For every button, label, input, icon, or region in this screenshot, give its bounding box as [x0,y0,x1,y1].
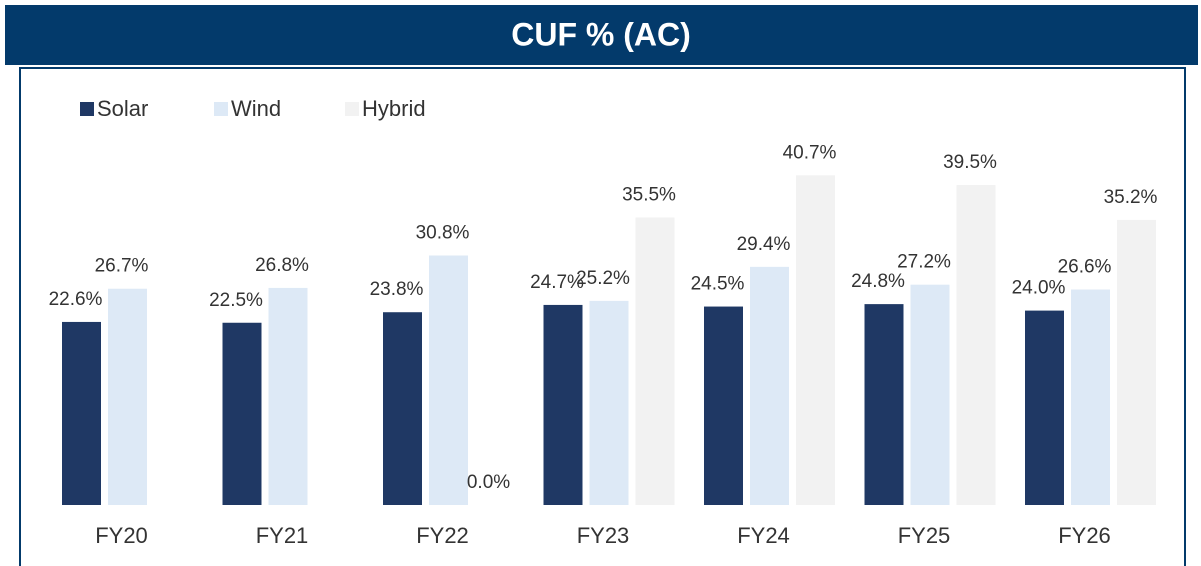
data-label: 35.5% [622,184,676,205]
data-label: 24.7% [530,272,584,293]
x-tick-label: FY26 [1058,523,1111,548]
data-label: 26.7% [95,256,149,277]
bar [910,284,950,505]
x-tick-label: FY21 [256,523,309,548]
data-label: 30.8% [416,223,470,244]
data-label: 35.2% [1104,187,1158,208]
data-label: 26.6% [1058,257,1112,278]
data-label: 39.5% [943,152,997,173]
data-label: 27.2% [897,252,951,273]
frame [19,67,1186,566]
bar [429,255,468,505]
legend-swatch [345,102,359,116]
legend-label: Solar [97,96,148,121]
title-bar [5,5,1198,65]
bar [62,321,101,505]
bar [956,185,996,506]
x-tick-label: FY25 [898,523,951,548]
data-label: 24.0% [1012,278,1066,299]
bar [1071,289,1110,505]
bar [704,306,743,505]
bar [383,312,422,505]
data-label: 22.5% [209,290,263,311]
bar [796,175,835,505]
x-tick-label: FY23 [577,523,630,548]
bar [864,304,904,505]
bar [1117,219,1156,505]
data-label: 40.7% [783,142,837,163]
bar [268,287,308,505]
legend-swatch [80,102,94,116]
data-label: 22.6% [49,289,103,310]
bar [635,217,675,505]
x-tick-label: FY22 [416,523,469,548]
bar [1025,310,1064,505]
x-tick-label: FY20 [95,523,148,548]
data-label: 24.5% [691,274,745,295]
data-label: 24.8% [851,271,905,292]
data-label: 25.2% [576,268,630,289]
bar [589,300,629,505]
legend-label: Hybrid [362,96,426,121]
bar [543,304,583,505]
data-label: 29.4% [737,234,791,255]
legend-label: Wind [231,96,281,121]
data-label: 26.8% [255,255,309,276]
bar [750,266,789,505]
legend-swatch [214,102,228,116]
bar [222,322,262,505]
data-label: 23.8% [370,279,424,300]
bar [108,288,147,505]
data-label: 0.0% [467,472,510,493]
x-tick-label: FY24 [737,523,790,548]
chart-title: CUF % (AC) [511,16,691,52]
